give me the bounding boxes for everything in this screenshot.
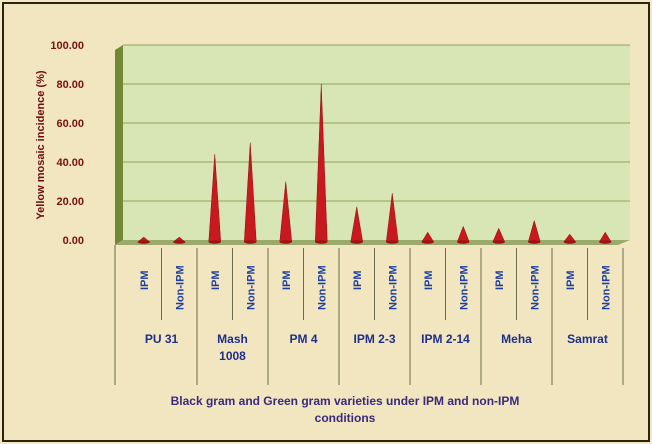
x-condition-label: IPM — [494, 270, 506, 290]
bar-base — [492, 240, 505, 244]
x-condition-label: IPM — [281, 270, 293, 290]
x-condition-label: IPM — [210, 270, 222, 290]
bar-base — [563, 240, 576, 244]
x-condition-label: Non-IPM — [316, 265, 328, 310]
bar-base — [315, 240, 328, 244]
y-tick-label: 0.00 — [63, 235, 84, 247]
x-axis-categories: IPM Non-IPM PU 31 IPM Non-IPM Mash 1008 IPM Non-… — [114, 245, 624, 385]
x-condition-label: Non-IPM — [600, 265, 612, 310]
x-condition-label: Non-IPM — [387, 265, 399, 310]
bar-base — [386, 240, 399, 244]
y-tick-label: 80.00 — [56, 79, 84, 91]
y-axis-label: Yellow mosaic incidence (%) — [35, 70, 47, 219]
gridlines — [123, 44, 630, 202]
x-variety-label: PM 4 — [289, 332, 317, 346]
plot-area — [115, 45, 630, 245]
x-variety-label: Meha — [501, 332, 532, 346]
bar-base — [244, 240, 257, 244]
x-condition-label: IPM — [423, 270, 435, 290]
plot-back-wall — [123, 45, 630, 240]
x-axis-label-line2: conditions — [315, 411, 376, 425]
bar-base — [279, 240, 292, 244]
x-condition-label: IPM — [139, 270, 151, 290]
bar-base — [599, 240, 612, 244]
x-variety-label: Samrat — [567, 332, 608, 346]
y-tick-label: 20.00 — [56, 196, 84, 208]
plot-side-wall — [115, 45, 123, 245]
bar-base — [137, 240, 150, 244]
bar-base — [173, 240, 186, 244]
x-variety-label: IPM 2-14 — [421, 332, 470, 346]
x-variety-label: IPM 2-3 — [353, 332, 395, 346]
y-axis-ticks: 0.00 20.00 40.00 60.00 80.00 100.00 — [50, 40, 84, 247]
x-condition-label: Non-IPM — [458, 265, 470, 310]
x-variety-label: 1008 — [219, 349, 246, 363]
y-tick-label: 40.00 — [56, 157, 84, 169]
x-condition-label: Non-IPM — [529, 265, 541, 310]
x-condition-label: IPM — [565, 270, 577, 290]
x-variety-label: PU 31 — [145, 332, 179, 346]
bar-base — [421, 240, 434, 244]
y-tick-label: 100.00 — [50, 40, 84, 52]
bar-base — [350, 240, 363, 244]
x-axis-label-line1: Black gram and Green gram varieties unde… — [171, 394, 520, 408]
bar-base — [528, 240, 541, 244]
x-condition-label: IPM — [352, 270, 364, 290]
y-tick-label: 60.00 — [56, 118, 84, 130]
bars — [137, 83, 612, 244]
x-variety-label: Mash — [217, 332, 248, 346]
plot-floor — [115, 240, 630, 245]
bar-base — [457, 240, 470, 244]
bar-base — [208, 240, 221, 244]
x-condition-label: Non-IPM — [245, 265, 257, 310]
x-condition-label: Non-IPM — [174, 265, 186, 310]
